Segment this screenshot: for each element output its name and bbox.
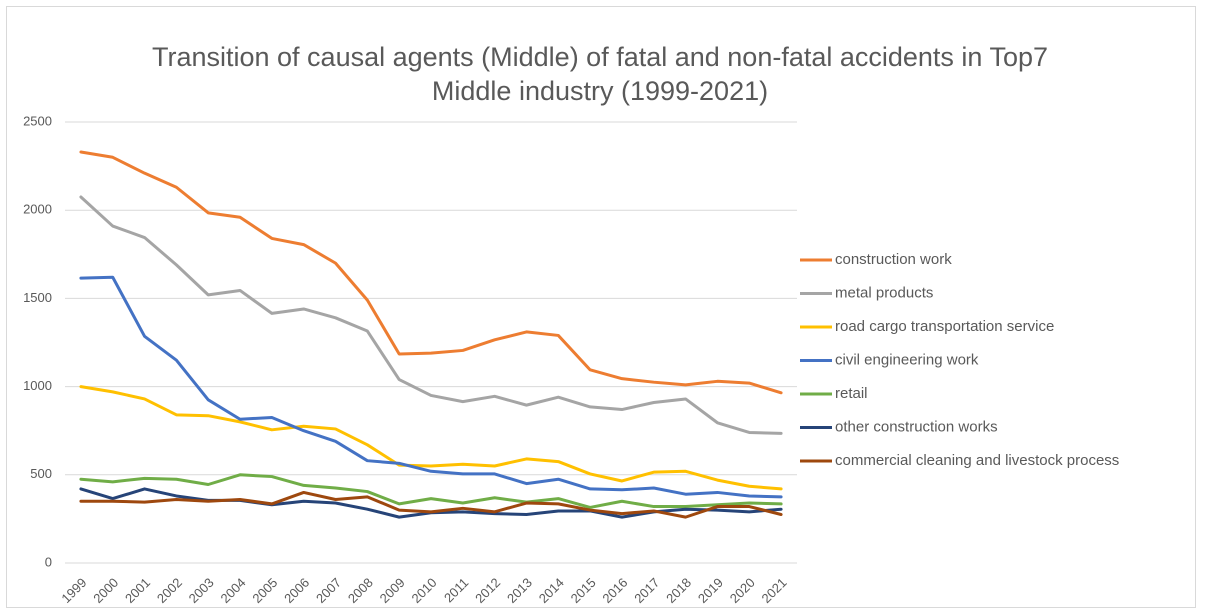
x-tick-label: 2007 (313, 575, 344, 606)
y-tick-label: 1000 (23, 378, 52, 393)
x-tick-label: 2010 (408, 575, 439, 606)
series-line (79, 150, 783, 395)
chart-frame (6, 6, 1196, 608)
x-tick-label: 2015 (568, 575, 599, 606)
x-tick-label: 1999 (58, 575, 89, 606)
x-tick-label: 2016 (599, 575, 630, 606)
legend-label: road cargo transportation service (835, 318, 1054, 335)
series-line (79, 385, 783, 491)
chart-title: Transition of causal agents (Middle) of … (151, 42, 1049, 106)
y-tick-label: 1500 (23, 290, 52, 305)
y-tick-label: 2000 (23, 202, 52, 217)
x-tick-label: 2020 (727, 575, 758, 606)
legend-label: civil engineering work (835, 351, 979, 368)
series-line (79, 490, 783, 519)
x-tick-label: 2000 (90, 575, 121, 606)
x-tick-label: 2012 (472, 575, 503, 606)
x-tick-label: 2019 (695, 575, 726, 606)
x-tick-label: 2017 (631, 575, 662, 606)
y-tick-label: 0 (45, 554, 52, 569)
y-tick-label: 500 (30, 466, 52, 481)
x-tick-label: 2014 (536, 575, 567, 606)
x-tick-label: 2001 (122, 575, 153, 606)
x-tick-label: 2005 (249, 575, 280, 606)
series-line (79, 275, 783, 499)
x-tick-label: 2006 (281, 575, 312, 606)
series-line (79, 195, 783, 435)
x-tick-label: 2009 (377, 575, 408, 606)
x-tick-label: 2004 (218, 575, 249, 606)
x-tick-label: 2011 (441, 575, 471, 605)
x-tick-label: 2013 (504, 575, 535, 606)
x-tick-label: 2002 (154, 575, 185, 606)
legend-label: retail (835, 385, 868, 402)
legend-label: construction work (835, 251, 952, 268)
x-tick-label: 2008 (345, 575, 376, 606)
legend-label: other construction works (835, 418, 998, 435)
series-line (79, 473, 783, 509)
y-tick-label: 2500 (23, 113, 52, 128)
x-tick-label: 2018 (663, 575, 694, 606)
x-tick-label: 2021 (759, 575, 790, 606)
legend-label: commercial cleaning and livestock proces… (835, 452, 1119, 469)
x-tick-label: 2003 (186, 575, 217, 606)
legend-label: metal products (835, 284, 933, 301)
